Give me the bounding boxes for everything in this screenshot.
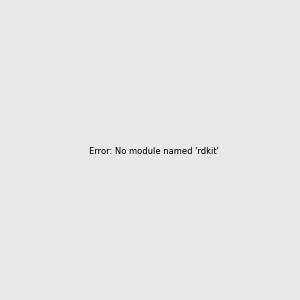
Text: Error: No module named 'rdkit': Error: No module named 'rdkit' <box>89 147 219 156</box>
